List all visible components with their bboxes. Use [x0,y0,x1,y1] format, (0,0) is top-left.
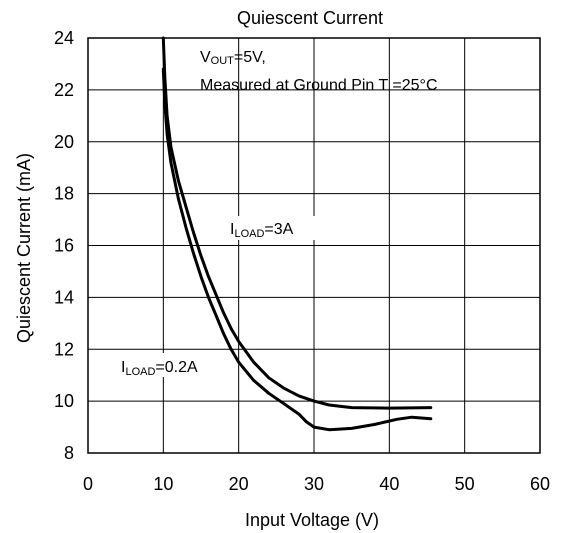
plot-frame [87,37,541,454]
y-tick-label-0: 8 [64,443,74,463]
x-tick-labels: 0 10 20 30 40 50 60 [83,474,550,494]
y-tick-label-3: 14 [54,287,74,307]
x-axis-label: Input Voltage (V) [245,510,379,530]
x-tick-label-6: 60 [530,474,550,494]
y-tick-label-2: 12 [54,339,74,359]
x-tick-label-3: 30 [304,474,324,494]
x-tick-label-2: 20 [229,474,249,494]
y-tick-label-7: 22 [54,80,74,100]
annotation-measured: Measured at Ground Pin T =25°C [200,77,438,94]
y-tick-label-4: 16 [54,236,74,256]
series-line-0 [161,36,433,410]
y-tick-labels: 8 10 12 14 16 18 20 22 24 [54,28,74,463]
chart-title: Quiescent Current [237,8,383,28]
series-label-02a: ILOAD=0.2A [121,359,198,378]
y-tick-label-8: 24 [54,28,74,48]
annotation-vout: VOUT=5V, [200,49,266,67]
x-tick-label-4: 40 [379,474,399,494]
x-tick-label-5: 50 [455,474,475,494]
y-tick-label-5: 18 [54,184,74,204]
x-tick-label-0: 0 [83,474,93,494]
x-tick-label-1: 10 [153,474,173,494]
series-line-1 [161,67,433,432]
y-tick-label-6: 20 [54,132,74,152]
y-axis-label: Quiescent Current (mA) [14,153,34,343]
series-label-3a: ILOAD=3A [230,221,294,240]
label-02a-background [119,353,235,377]
grid-lines [88,38,540,453]
label-3a-background [229,216,323,240]
series-lines [161,36,433,432]
y-tick-label-1: 10 [54,391,74,411]
